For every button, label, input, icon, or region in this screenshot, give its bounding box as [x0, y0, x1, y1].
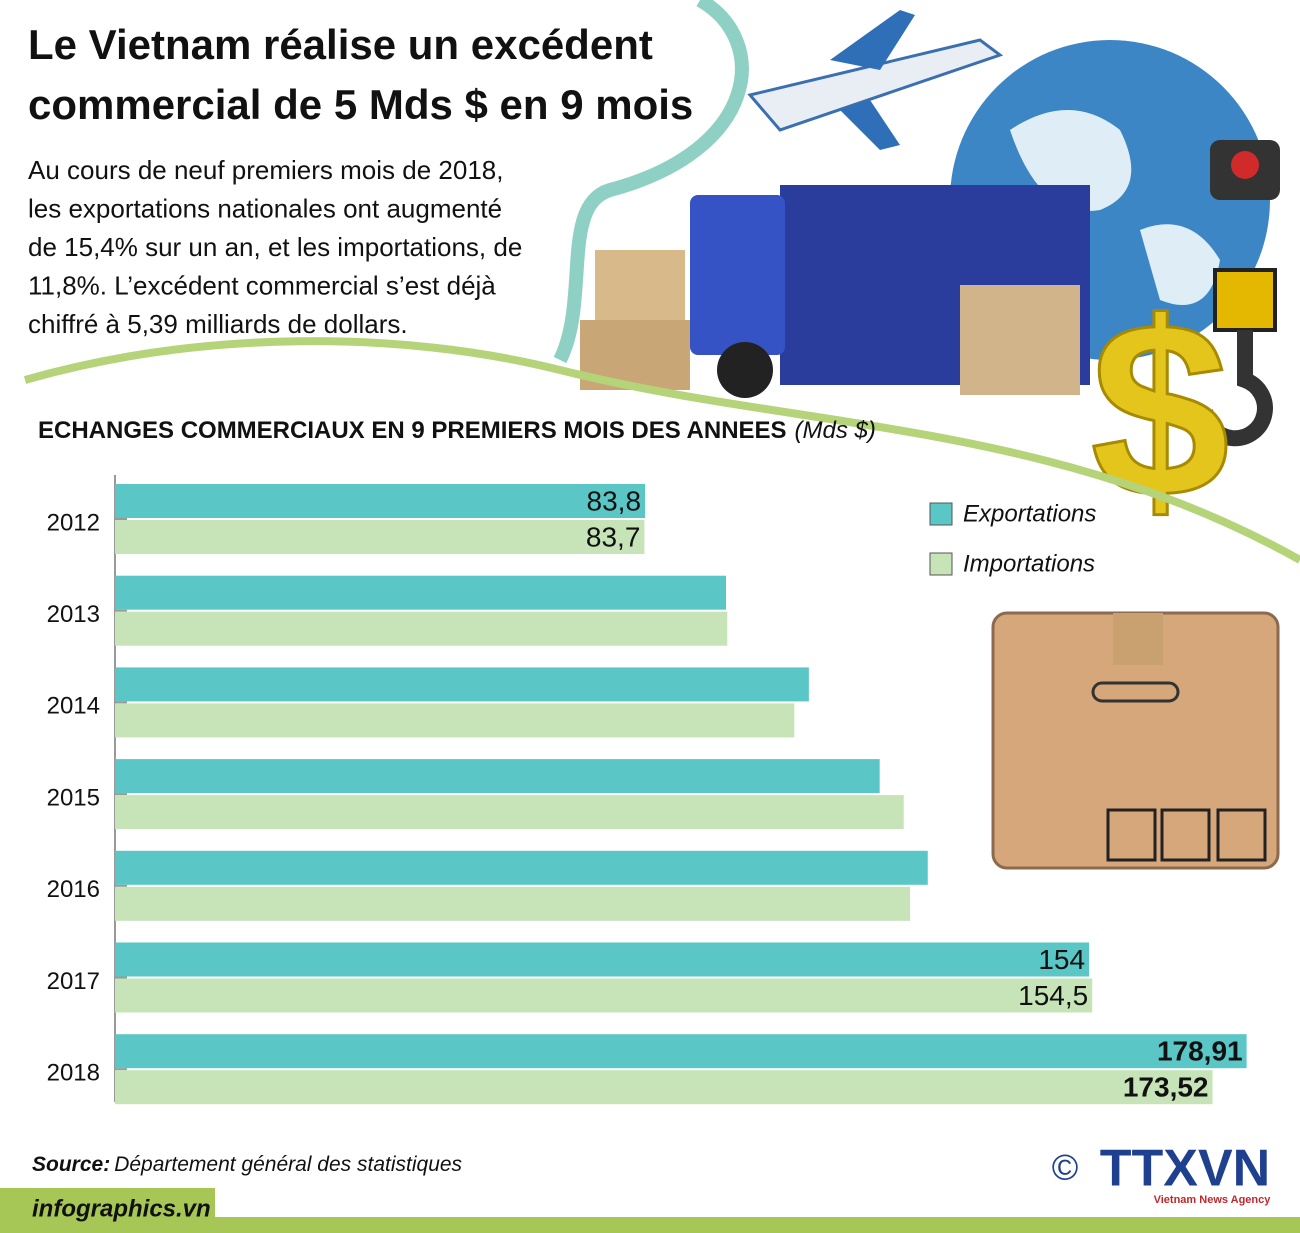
- bar: [115, 850, 928, 885]
- title: Le Vietnam réalise un excédent: [28, 21, 653, 68]
- plane: [747, 38, 1004, 132]
- title: commercial de 5 Mds $ en 9 mois: [28, 81, 693, 128]
- chart-title-text: ECHANGES COMMERCIAUX EN 9 PREMIERS MOIS …: [38, 417, 787, 444]
- decor-wave: [23, 337, 1300, 564]
- footer-tab: [0, 1188, 215, 1233]
- header: Le Vietnam réalise un excédent commercial…: [28, 21, 693, 339]
- carton-icon: [1216, 808, 1267, 862]
- dollar-icon: $: [1090, 270, 1229, 549]
- description: les exportations nationales ont augmenté: [28, 193, 502, 223]
- carton-handle: [1091, 681, 1180, 703]
- value-label: 83,7: [586, 521, 641, 552]
- bar: [115, 759, 880, 794]
- bar: [115, 611, 728, 646]
- description: 11,8%. L’excédent commercial s’est déjà: [28, 270, 496, 300]
- logo-subtitle: Vietnam News Agency: [1154, 1194, 1272, 1206]
- logo: TTXVN: [1100, 1140, 1270, 1198]
- legend-swatch: [929, 502, 953, 526]
- value-label: 154,5: [1018, 980, 1088, 1011]
- truck-wheel: [717, 342, 773, 398]
- globe-land: [1010, 110, 1220, 305]
- legend-swatch: [929, 552, 953, 576]
- decor-curve: [553, 0, 749, 364]
- y-tick-label: 2018: [47, 1060, 100, 1087]
- bar: [115, 667, 809, 702]
- bar: [115, 978, 1093, 1013]
- y-tick-label: 2016: [47, 876, 100, 903]
- carton-icon: [1106, 808, 1157, 862]
- carton-tape: [1113, 613, 1163, 665]
- crane-hook: [1197, 330, 1273, 447]
- y-tick-label: 2017: [47, 968, 100, 995]
- source-label: Source:: [32, 1153, 110, 1176]
- source-text: Département général des statistiques: [114, 1153, 462, 1176]
- y-tick-label: 2015: [47, 784, 100, 811]
- bar: [115, 703, 795, 738]
- bar: [115, 942, 1090, 977]
- value-label: 173,52: [1123, 1072, 1209, 1103]
- chart-unit: (Mds $): [795, 417, 876, 444]
- plane-wings: [830, 10, 915, 150]
- truck-cab: [690, 195, 785, 355]
- bar: [115, 886, 911, 921]
- y-tick-label: 2014: [47, 693, 100, 720]
- y-tick-label: 2013: [47, 601, 100, 628]
- source: Source: Département général des statistiq…: [32, 1153, 463, 1176]
- value-label: 178,91: [1157, 1036, 1243, 1067]
- bar: [115, 520, 645, 554]
- crane-lamp: [1231, 151, 1259, 179]
- carton-icon: [1160, 808, 1211, 862]
- description: de 15,4% sur un an, et les importations,…: [28, 232, 522, 262]
- bar: [115, 1070, 1213, 1105]
- legend-label: Importations: [963, 550, 1095, 577]
- bar: [115, 795, 904, 830]
- y-tick-label: 2012: [47, 509, 100, 536]
- footer-band: [0, 1217, 1300, 1233]
- boxes: [960, 285, 1080, 395]
- crane-block: [1213, 268, 1277, 332]
- bar: [115, 1034, 1247, 1069]
- value-label: 154: [1038, 944, 1085, 975]
- legend-label: Exportations: [963, 500, 1096, 527]
- description: chiffré à 5,39 milliards de dollars.: [28, 309, 408, 339]
- illustration: $: [23, 0, 1300, 870]
- description: Au cours de neuf premiers mois de 2018,: [28, 155, 503, 185]
- copyright: ©: [1052, 1147, 1079, 1188]
- value-label: 83,8: [587, 485, 642, 516]
- chart-title: ECHANGES COMMERCIAUX EN 9 PREMIERS MOIS …: [38, 417, 876, 444]
- website: infographics.vn: [32, 1195, 211, 1222]
- bar: [115, 484, 646, 518]
- bar: [115, 575, 726, 610]
